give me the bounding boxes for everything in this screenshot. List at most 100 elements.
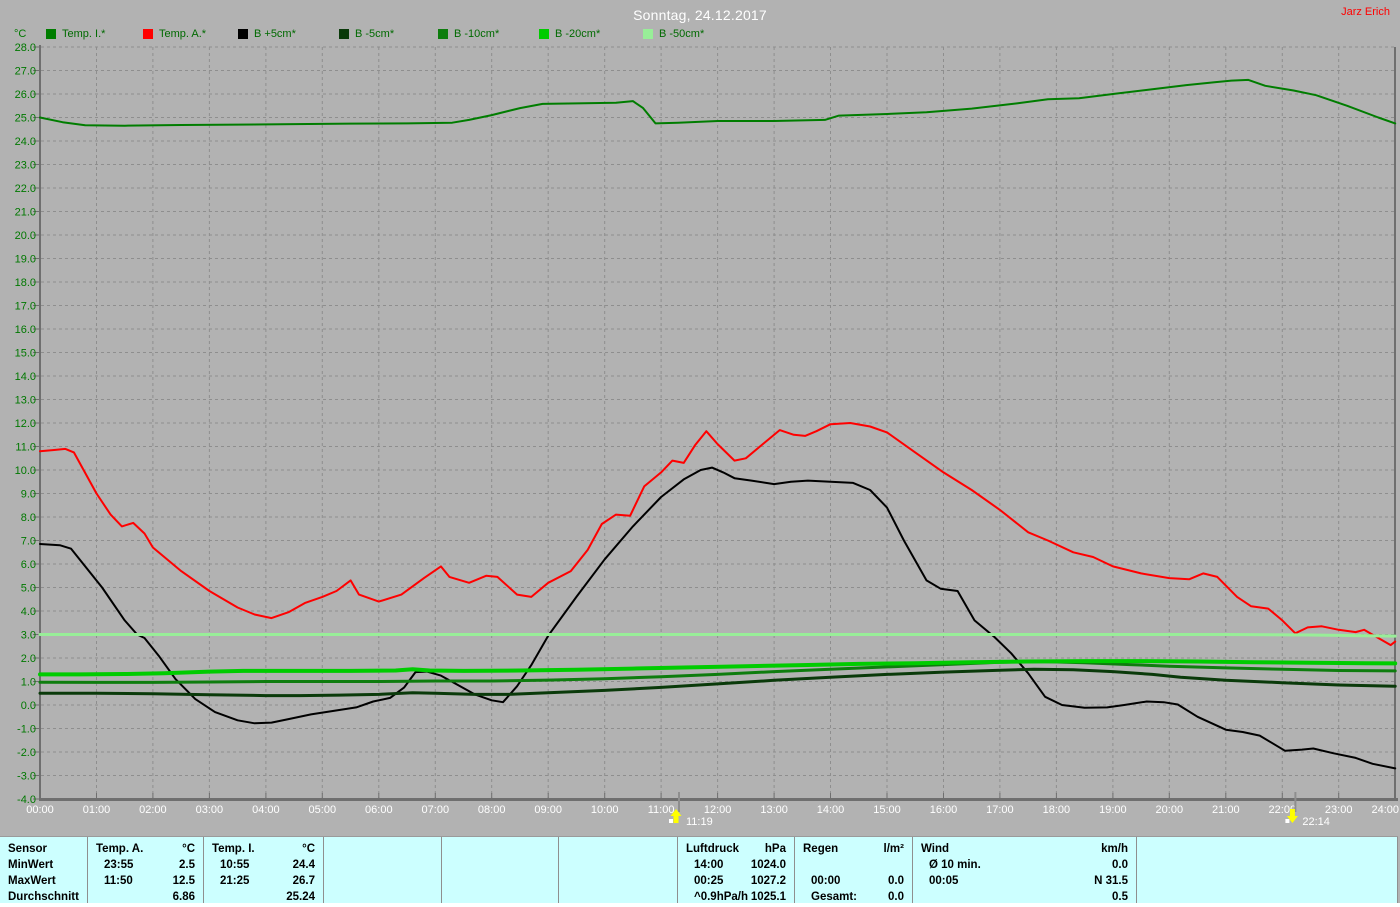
chart-legend: Temp. I.* Temp. A.* B +5cm* B -5cm* B -10cm*… xyxy=(0,28,1400,43)
cell-value: 12.5 xyxy=(172,874,195,887)
cell-value: 26.7 xyxy=(292,874,315,887)
author-name: Jarz Erich xyxy=(1341,6,1390,18)
y-tick-label: 14.0 xyxy=(15,371,36,383)
legend-swatch-icon xyxy=(438,29,448,39)
x-tick-label: 02:00 xyxy=(139,804,167,816)
x-tick-label: 00:00 xyxy=(26,804,54,816)
marker-base-icon xyxy=(1285,819,1290,823)
x-tick-label: 20:00 xyxy=(1156,804,1184,816)
legend-label: Temp. I.* xyxy=(62,28,106,40)
table-row: Ø 10 min. 0.0 xyxy=(913,857,1136,872)
x-tick-label: 03:00 xyxy=(196,804,224,816)
stats-col-sensor: Sensor MinWert MaxWert Durchschnitt xyxy=(0,837,88,904)
time-marker-down: 22:14 xyxy=(1285,792,1330,828)
y-tick-label: 18.0 xyxy=(15,277,36,289)
x-axis-labels: 00:00 01:00 02:00 03:00 04:00 05:00 06:00 07:00… xyxy=(26,804,1399,816)
y-tick-label: 24.0 xyxy=(15,136,36,148)
stats-col-luftdruck: Luftdruck hPa 14:00 1024.0 00:25 1027.2 ^0.9hP… xyxy=(678,837,795,904)
cell-time: ^0.9hPa/h xyxy=(694,890,749,903)
stats-col-empty-5 xyxy=(559,837,678,904)
cell-time: 14:00 xyxy=(694,858,724,871)
x-tick-label: 14:00 xyxy=(817,804,845,816)
x-tick-label: 21:00 xyxy=(1212,804,1240,816)
x-tick-label: 13:00 xyxy=(760,804,788,816)
y-tick-label: 10.0 xyxy=(15,465,36,477)
y-tick-label: 6.0 xyxy=(21,559,36,571)
table-row: Luftdruck hPa xyxy=(678,841,794,856)
y-tick-label: 19.0 xyxy=(15,254,36,266)
table-row: Temp. A. °C xyxy=(88,841,203,856)
y-tick-label: -2.0 xyxy=(17,747,36,759)
x-tick-label: 19:00 xyxy=(1099,804,1127,816)
x-tick-label: 05:00 xyxy=(309,804,337,816)
table-row: 00:05 N 31.5 xyxy=(913,873,1136,888)
row-label-minwert: MinWert xyxy=(8,858,54,871)
time-marker-up: 11:19 xyxy=(669,792,713,828)
cell-time: 11:50 xyxy=(104,874,133,887)
legend-swatch-icon xyxy=(339,29,349,39)
x-tick-label: 18:00 xyxy=(1043,804,1071,816)
legend-item-temp-a: Temp. A.* xyxy=(143,28,206,40)
row-label-maxwert: MaxWert xyxy=(8,874,56,887)
legend-swatch-icon xyxy=(539,29,549,39)
y-tick-label: -4.0 xyxy=(17,794,36,806)
y-tick-label: 28.0 xyxy=(15,42,36,54)
cell-time: 00:25 xyxy=(694,874,724,887)
stats-col-empty-3 xyxy=(324,837,442,904)
cell-time: 00:05 xyxy=(929,874,959,887)
row-label-durchschnitt: Durchschnitt xyxy=(8,890,79,903)
time-marker-label: 11:19 xyxy=(686,816,713,828)
cell-value: 1025.1 xyxy=(750,890,786,903)
table-row: Temp. I. °C xyxy=(204,841,323,856)
cell-value: °C xyxy=(302,842,315,855)
row-label-sensor: Sensor xyxy=(8,842,47,855)
column-header: Temp. I. xyxy=(212,842,255,855)
stats-table: Sensor MinWert MaxWert Durchschnitt Temp. A.… xyxy=(0,836,1398,905)
y-tick-label: 22.0 xyxy=(15,183,36,195)
bottom-strip xyxy=(0,903,1400,907)
x-tick-label: 11:00 xyxy=(648,804,675,816)
cell-value: 0.0 xyxy=(888,890,904,903)
series-temp-a-line xyxy=(39,422,1397,647)
y-tick-label: -1.0 xyxy=(17,724,36,736)
series-b-5cm-line xyxy=(39,466,1397,770)
legend-item-b-5cm: B +5cm* xyxy=(238,28,296,40)
table-row: Wind km/h xyxy=(913,841,1136,856)
y-tick-label: 13.0 xyxy=(15,395,36,407)
y-tick-label: 17.0 xyxy=(15,301,36,313)
cell-value: km/h xyxy=(1101,842,1128,855)
y-tick-label: -3.0 xyxy=(17,771,36,783)
cell-value: 1027.2 xyxy=(750,874,786,887)
stats-col-temp-i: Temp. I. °C 10:55 24.4 21:25 26.7 25.24 xyxy=(204,837,324,904)
x-tick-label: 24:00 xyxy=(1371,804,1399,816)
column-header: Temp. A. xyxy=(96,842,144,855)
x-tick-label: 06:00 xyxy=(365,804,393,816)
legend-label: Temp. A.* xyxy=(159,28,207,40)
table-row: Gesamt: 0.0 xyxy=(795,889,912,904)
x-tick-label: 04:00 xyxy=(252,804,280,816)
cell-time: 21:25 xyxy=(220,874,250,887)
y-tick-label: 8.0 xyxy=(21,512,36,524)
cell-value: 0.0 xyxy=(888,874,904,887)
y-tick-label: 23.0 xyxy=(15,160,36,172)
y-tick-label: 21.0 xyxy=(15,207,36,219)
table-row: 25.24 xyxy=(204,889,323,904)
legend-label: B -10cm* xyxy=(454,28,500,40)
y-tick-label: 20.0 xyxy=(15,230,36,242)
cell-time: 10:55 xyxy=(220,858,250,871)
cell-value: 1024.0 xyxy=(750,858,786,871)
y-tick-label: 25.0 xyxy=(15,113,36,125)
x-tick-label: 12:00 xyxy=(704,804,732,816)
temperature-chart: 28.0 27.0 26.0 25.0 24.0 23.0 22.0 21.0 20.0 19.0… xyxy=(15,42,1399,828)
cell-value: l/m² xyxy=(883,842,904,855)
legend-label: B -50cm* xyxy=(659,28,705,40)
x-tick-label: 22:00 xyxy=(1269,804,1297,816)
cell-value: hPa xyxy=(764,842,786,855)
table-row: 10:55 24.4 xyxy=(204,857,323,872)
series-b-5cm-line xyxy=(38,667,1397,698)
table-row: 0.5 xyxy=(913,889,1136,904)
x-tick-label: 17:00 xyxy=(986,804,1014,816)
cell-time: Ø 10 min. xyxy=(929,858,981,871)
stats-col-empty-4 xyxy=(442,837,559,904)
cell-value: 0.0 xyxy=(1112,858,1128,871)
